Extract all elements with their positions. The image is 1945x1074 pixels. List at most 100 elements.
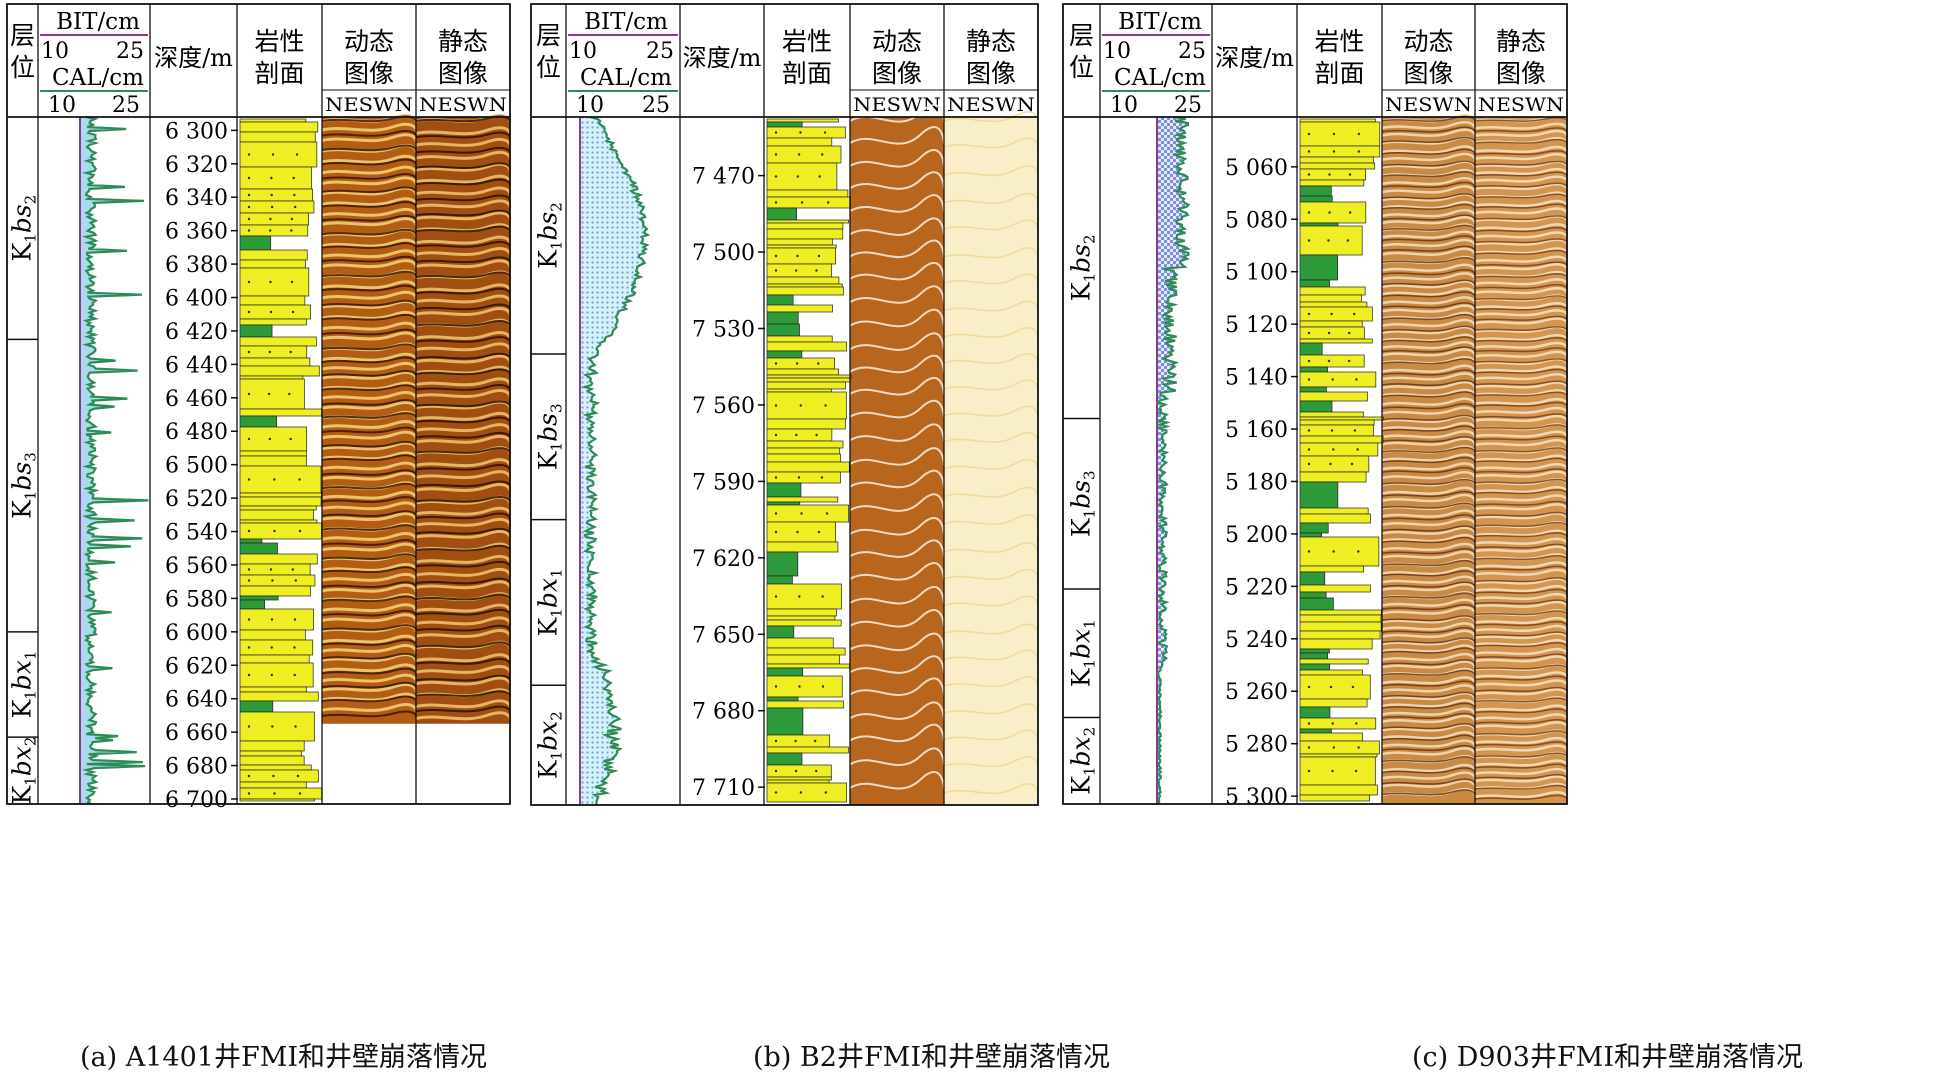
- grain-dot: [798, 685, 801, 688]
- sandstone-bed: [1299, 286, 1366, 296]
- grain-dot: [774, 530, 778, 534]
- mudstone-bed: [766, 752, 803, 766]
- caption-b: (b) B2井FMI和井壁崩落情况: [753, 1042, 1110, 1073]
- sandstone-bed: [1299, 609, 1382, 616]
- depth-tick-label: 6 620: [165, 654, 228, 679]
- sandstone-bed: [1299, 669, 1363, 676]
- grain-dot: [270, 618, 274, 621]
- header-cal: CAL/cm: [580, 65, 672, 91]
- sandstone-bed: [1299, 717, 1377, 730]
- header-layer-2: 位: [10, 53, 35, 82]
- depth-tick-label: 6 360: [165, 220, 228, 245]
- grain-dot: [247, 478, 251, 481]
- sandstone-bed: [1299, 301, 1368, 308]
- grain-dot: [270, 193, 273, 197]
- static-image: [415, 113, 512, 724]
- mudstone-bed: [239, 324, 273, 338]
- sandstone-bed: [766, 521, 837, 543]
- caliper-fill: [580, 117, 648, 805]
- grain-dot: [1330, 429, 1334, 432]
- lithology-column: [239, 118, 323, 802]
- grain-dot: [290, 217, 294, 221]
- sandstone-bed: [766, 196, 851, 209]
- grain-dot: [247, 673, 251, 677]
- grain-dot: [821, 153, 824, 156]
- bit-scale-max: 25: [646, 39, 674, 64]
- grain-dot: [774, 685, 778, 688]
- header-dynamic-1: 动态: [344, 27, 394, 56]
- sandstone-bed: [1299, 118, 1376, 123]
- grain-dot: [298, 792, 302, 795]
- sandstone-bed: [239, 295, 306, 306]
- sandstone-bed: [1299, 338, 1373, 344]
- sandstone-bed: [766, 746, 849, 754]
- lithology-column: [766, 118, 852, 803]
- header-cal: CAL/cm: [1114, 65, 1206, 91]
- orientation-static: NESWN: [1478, 94, 1564, 116]
- grain-dot: [774, 791, 778, 794]
- grain-dot: [292, 176, 295, 180]
- depth-tick-label: 6 420: [165, 320, 228, 345]
- dynamic-stripes-dark: [321, 115, 417, 718]
- layer-label: K1bs3: [534, 403, 566, 470]
- header-lithology-2: 剖面: [782, 59, 832, 88]
- depth-tick-label: 7 530: [692, 317, 755, 342]
- grain-dot: [271, 579, 274, 582]
- header-dynamic-2: 图像: [344, 59, 394, 88]
- sandstone-bed: [239, 408, 322, 417]
- sandstone-bed: [1299, 794, 1370, 802]
- sandstone-bed: [766, 453, 841, 463]
- depth-tick-label: 7 500: [692, 241, 755, 266]
- sandstone-bed: [239, 654, 310, 664]
- header-static-1: 静态: [1496, 27, 1546, 56]
- bit-scale-min: 10: [1103, 39, 1131, 64]
- sandstone-bed: [1299, 784, 1378, 796]
- orientation-dynamic: NESWN: [325, 94, 413, 116]
- grain-dot: [1357, 550, 1360, 553]
- grain-dot: [820, 476, 824, 479]
- sandstone-bed: [766, 228, 844, 240]
- depth-tick-label: 7 590: [692, 470, 755, 495]
- grain-dot: [814, 769, 818, 773]
- grain-dot: [289, 350, 292, 354]
- grain-dot: [247, 568, 251, 571]
- grain-dot: [774, 476, 778, 479]
- sandstone-bed: [1299, 658, 1369, 665]
- layer-label: K1bs3: [8, 452, 40, 519]
- sandstone-bed: [766, 654, 840, 665]
- sandstone-bed: [239, 318, 307, 326]
- grain-dot: [1357, 132, 1361, 136]
- sandstone-bed: [239, 118, 307, 123]
- sandstone-bed: [766, 283, 843, 288]
- grain-dot: [1307, 448, 1311, 451]
- grain-dot: [797, 476, 801, 479]
- mudstone-bed: [1299, 342, 1323, 356]
- grain-dot: [1348, 211, 1352, 214]
- grain-dot: [293, 618, 297, 621]
- grain-dot: [271, 725, 274, 728]
- header-layer-1: 层: [1069, 21, 1094, 50]
- depth-tick-label: 5 240: [1225, 628, 1288, 653]
- layer-label: K1bs2: [1067, 234, 1099, 301]
- header-bit: BIT/cm: [1118, 9, 1202, 35]
- static-stripes-dark: [1474, 116, 1568, 800]
- layer-label: K1bx2: [534, 711, 566, 779]
- grain-dot: [1307, 312, 1311, 316]
- depth-tick-label: 5 300: [1225, 785, 1288, 810]
- dynamic-image: [1381, 114, 1477, 804]
- grain-dot: [1351, 685, 1355, 689]
- layer-label: K1bx1: [534, 568, 566, 636]
- layer-label: K1bs2: [534, 202, 566, 269]
- sandstone-bed: [239, 505, 317, 511]
- sandstone-bed: [239, 450, 307, 457]
- sandstone-bed: [1299, 371, 1377, 388]
- grain-dot: [247, 774, 251, 778]
- grain-dot: [774, 131, 778, 134]
- static-image: [1474, 115, 1569, 804]
- header-cal: CAL/cm: [52, 65, 144, 91]
- mudstone-bed: [1299, 532, 1323, 538]
- orientation-dynamic: NESWN: [853, 94, 941, 116]
- grain-dot: [267, 392, 271, 396]
- layer-label: K1bs3: [1067, 470, 1099, 537]
